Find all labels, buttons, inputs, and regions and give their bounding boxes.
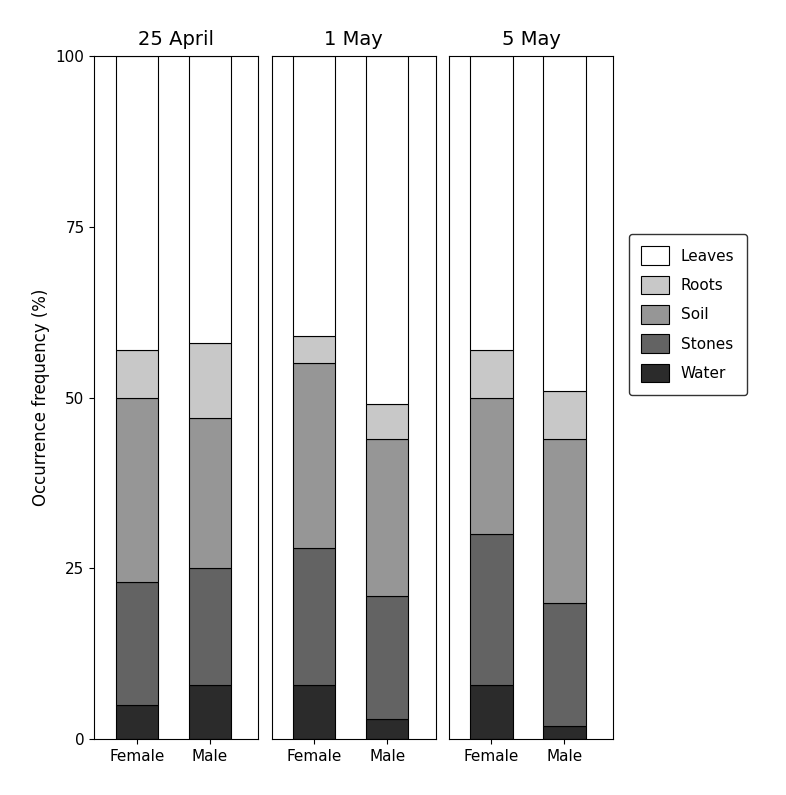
Bar [116, 398, 158, 582]
Bar [189, 684, 231, 739]
Bar [543, 726, 586, 739]
Bar [470, 350, 512, 398]
Bar [470, 398, 512, 534]
Bar [293, 548, 336, 684]
Legend: Leaves, Roots, Soil, Stones, Water: Leaves, Roots, Soil, Stones, Water [629, 235, 747, 394]
Bar [189, 568, 231, 684]
Bar [189, 56, 231, 343]
Bar [543, 390, 586, 439]
Bar [189, 418, 231, 568]
Bar [293, 363, 336, 548]
Bar [293, 336, 336, 363]
Title: 25 April: 25 April [138, 29, 215, 48]
Title: 1 May: 1 May [325, 29, 383, 48]
Bar [189, 343, 231, 418]
Y-axis label: Occurrence frequency (%): Occurrence frequency (%) [32, 289, 50, 506]
Bar [543, 439, 586, 603]
Bar [365, 56, 409, 405]
Bar [543, 56, 586, 390]
Bar [365, 595, 409, 719]
Bar [116, 56, 158, 350]
Bar [365, 719, 409, 739]
Bar [365, 405, 409, 439]
Bar [365, 439, 409, 595]
Bar [470, 684, 512, 739]
Title: 5 May: 5 May [501, 29, 560, 48]
Bar [116, 582, 158, 705]
Bar [543, 603, 586, 726]
Bar [470, 534, 512, 684]
Bar [116, 350, 158, 398]
Bar [293, 56, 336, 336]
Bar [293, 684, 336, 739]
Bar [116, 705, 158, 739]
Bar [470, 56, 512, 350]
